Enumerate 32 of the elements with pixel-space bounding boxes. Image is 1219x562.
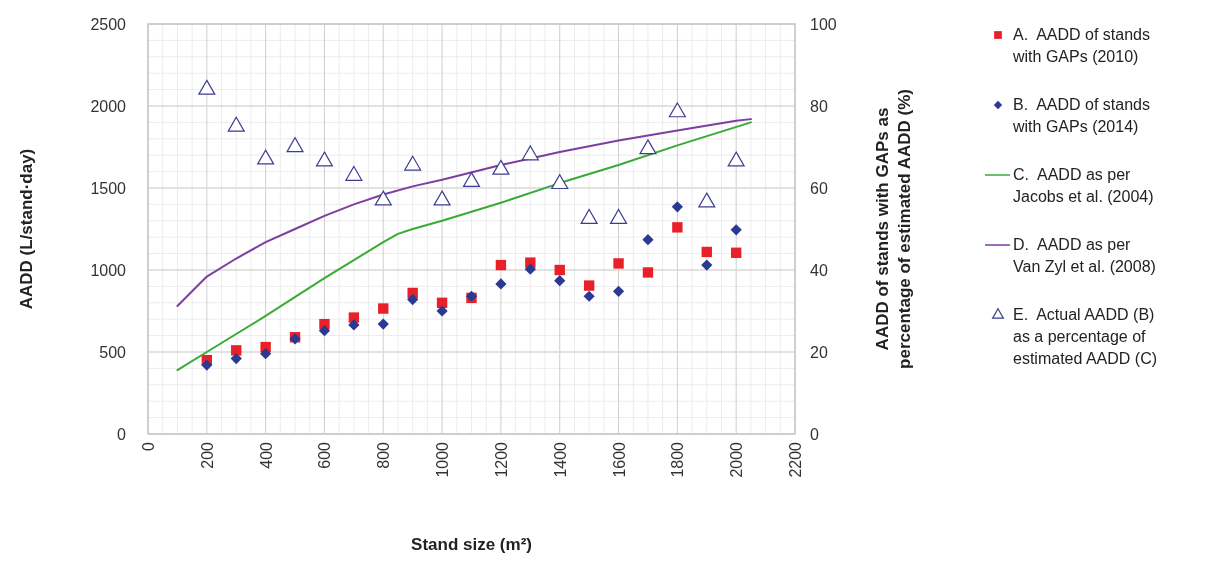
y-tick-label: 1500 [90, 180, 127, 197]
y-tick-label: 2000 [90, 98, 127, 115]
x-tick-label: 600 [316, 441, 334, 469]
y2-tick-label: 40 [810, 262, 828, 279]
y2-tick-label: 20 [810, 344, 828, 361]
x-tick-label: 400 [257, 441, 275, 469]
x-tick-label: 2200 [787, 441, 804, 478]
x-axis-title: Stand size (m²) [411, 535, 532, 554]
x-tick-label: 1200 [492, 441, 510, 478]
legend-label: A. AADD of stands with GAPs (2010) [1012, 26, 1150, 65]
y-tick-label: 1000 [90, 262, 127, 279]
x-tick-label: 1600 [610, 441, 628, 478]
legend-label: B. AADD of stands with GAPs (2014) [1012, 96, 1150, 135]
y2-tick-label: 100 [810, 16, 837, 33]
legend-label: C. AADD as per Jacobs et al. (2004) [1013, 166, 1154, 205]
y2-tick-label: 0 [810, 426, 819, 443]
x-tick-label: 1000 [434, 441, 452, 478]
y2-axis-title: AADD of stands with GAPs as percentage of estimated AADD (%) [873, 89, 914, 369]
y-tick-label: 500 [99, 344, 127, 361]
x-tick-label: 200 [198, 441, 216, 469]
y2-tick-label: 60 [810, 180, 828, 197]
x-tick-label: 2000 [728, 441, 746, 478]
x-tick-label: 1800 [669, 441, 687, 478]
y-axis-title: AADD (L/stand·day) [17, 148, 36, 310]
y2-tick-label: 80 [810, 98, 828, 115]
y-tick-label: 2500 [90, 16, 127, 33]
x-tick-label: 0 [140, 441, 157, 451]
x-tick-label: 1400 [551, 441, 569, 478]
y-tick-label: 0 [117, 426, 127, 443]
legend-label: D. AADD as per Van Zyl et al. (2008) [1013, 236, 1156, 275]
x-tick-label: 800 [375, 441, 393, 469]
legend-label: E. Actual AADD (B) as a percentage of estimated AADD (C) [1013, 306, 1158, 367]
